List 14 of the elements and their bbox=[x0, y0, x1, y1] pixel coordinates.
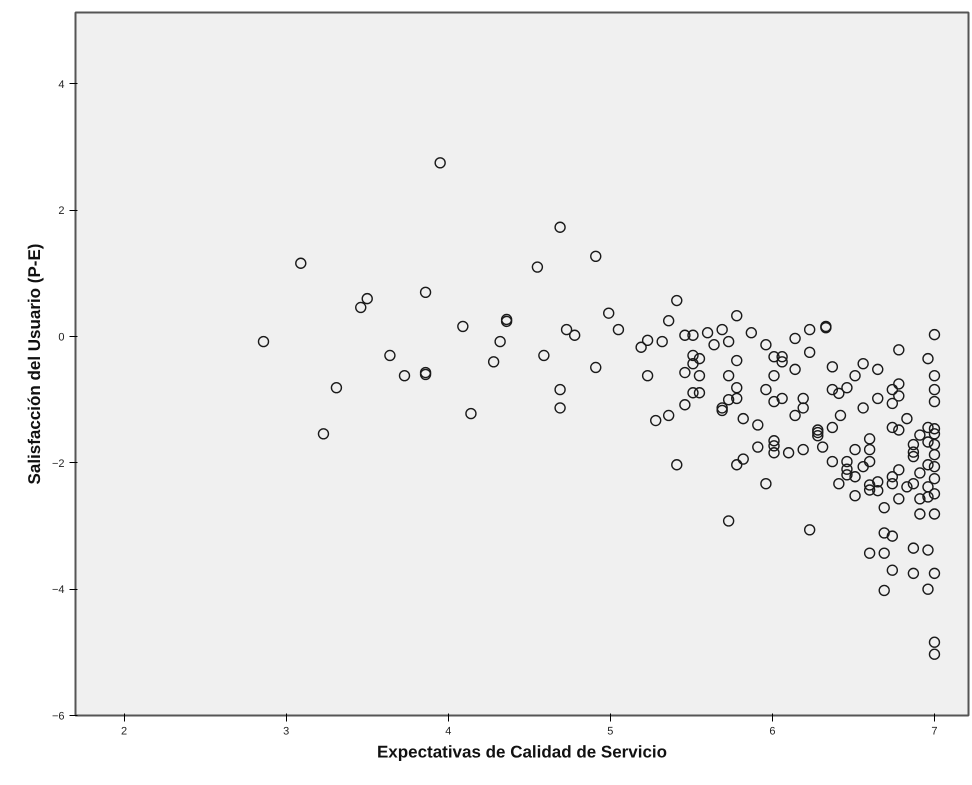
x-tick-label: 5 bbox=[607, 726, 614, 738]
x-tick-label: 2 bbox=[121, 726, 128, 738]
y-tick-label: −4 bbox=[52, 584, 65, 596]
y-tick-label: −2 bbox=[52, 458, 65, 470]
y-tick-label: 2 bbox=[58, 205, 65, 218]
x-tick-label: 7 bbox=[931, 726, 938, 738]
x-tick-label: 3 bbox=[283, 726, 290, 738]
y-tick-label: −6 bbox=[52, 710, 65, 722]
y-tick-label: 0 bbox=[58, 332, 65, 344]
y-tick-label: 4 bbox=[58, 78, 65, 91]
x-tick-label: 4 bbox=[445, 726, 452, 738]
x-tick-label: 6 bbox=[769, 726, 776, 738]
x-axis-title: Expectativas de Calidad de Servicio bbox=[376, 742, 668, 762]
y-axis-title: Salisfacción del Usuario (P-E) bbox=[24, 244, 44, 484]
